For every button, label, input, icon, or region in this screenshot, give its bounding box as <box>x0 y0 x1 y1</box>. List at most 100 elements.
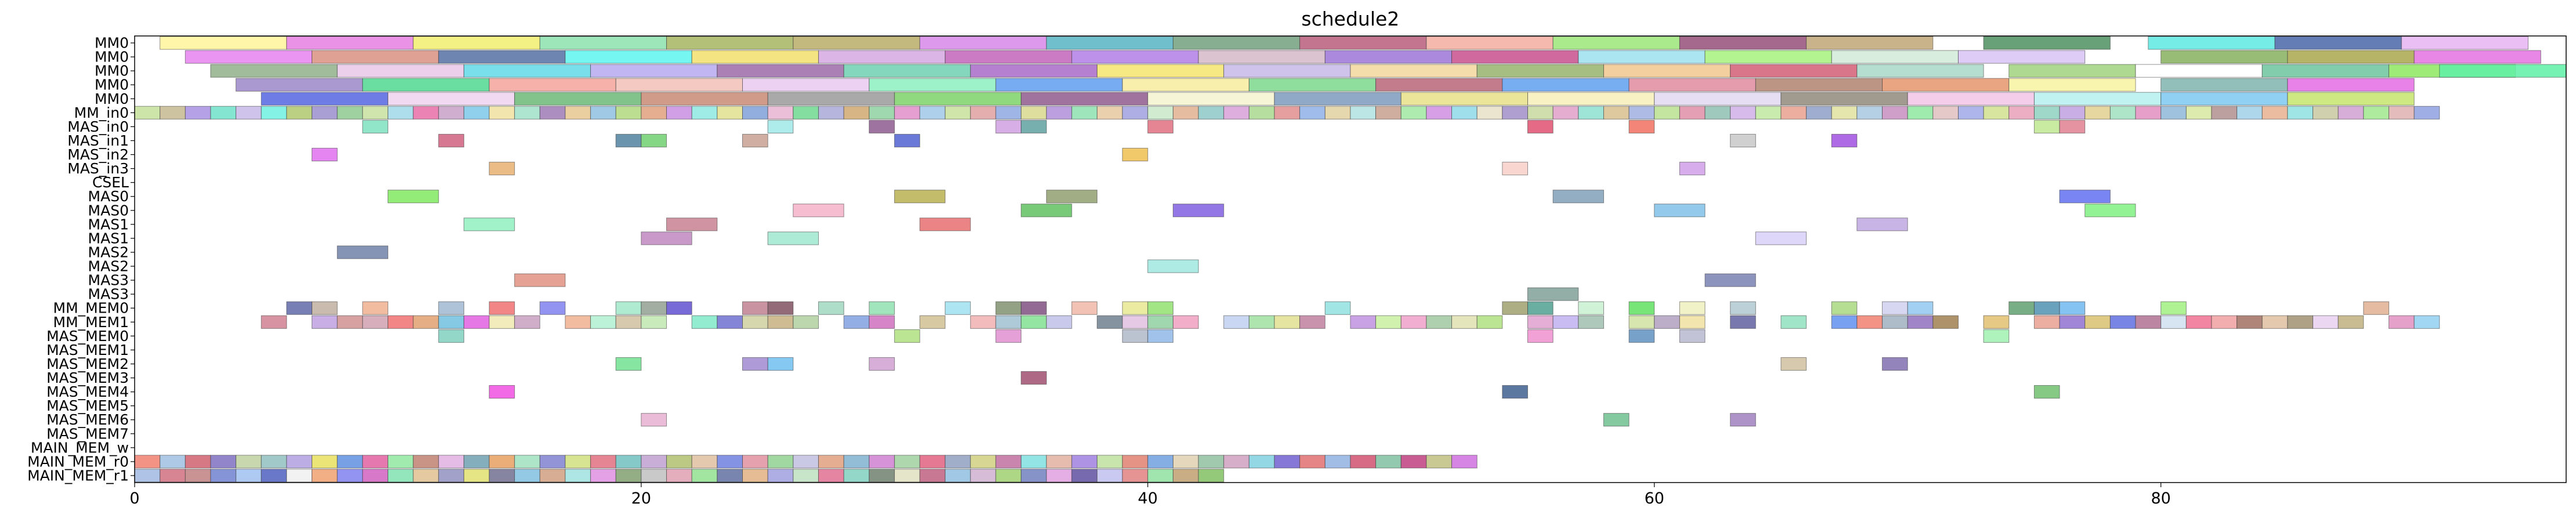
task-bar <box>1780 92 1908 106</box>
task-bar <box>2109 106 2136 119</box>
task-bar <box>919 217 971 231</box>
task-bar <box>1907 92 2035 106</box>
task-bar <box>691 315 718 329</box>
task-bar <box>793 315 819 329</box>
task-bar <box>2160 50 2288 64</box>
row-labels: MM0MM0MM0MM0MM0MM_in0MAS_in0MAS_in1MAS_i… <box>27 35 135 484</box>
task-bar <box>1755 78 1883 92</box>
task-bar <box>387 190 439 204</box>
task-bar <box>261 469 287 483</box>
task-bar <box>1831 106 1858 119</box>
task-bar <box>1097 315 1123 329</box>
task-bar <box>869 106 895 119</box>
task-bar <box>1046 190 1098 204</box>
task-bar <box>2033 385 2060 399</box>
task-bar <box>1097 106 1123 119</box>
task-bar <box>2261 64 2389 78</box>
task-bar <box>1400 455 1427 469</box>
task-bar <box>185 455 211 469</box>
task-bar <box>312 301 338 315</box>
task-bar <box>1679 162 1706 176</box>
task-bar <box>2261 106 2288 119</box>
task-bar <box>970 455 996 469</box>
task-bars <box>134 36 2567 483</box>
task-bar <box>1097 64 1224 78</box>
task-bar <box>717 455 743 469</box>
task-bar <box>2337 315 2364 329</box>
task-bar <box>1704 50 1832 64</box>
row-label: MAIN_MEM_r1 <box>27 467 129 484</box>
row-label: MM0 <box>95 49 129 66</box>
task-bar <box>615 301 642 315</box>
task-bar <box>767 119 794 133</box>
task-bar <box>1248 315 1275 329</box>
task-bar <box>869 119 895 133</box>
task-bar <box>1021 92 1148 106</box>
task-bar <box>1324 455 1351 469</box>
task-bar <box>590 315 616 329</box>
task-bar <box>1248 455 1275 469</box>
task-bar <box>945 106 971 119</box>
task-bar <box>894 469 920 483</box>
task-bar <box>793 455 819 469</box>
task-bar <box>1831 315 1858 329</box>
task-bar <box>1223 315 1249 329</box>
task-bar <box>2287 50 2415 64</box>
task-bar <box>1603 106 1630 119</box>
task-bar <box>489 162 515 176</box>
task-bar <box>1654 106 1680 119</box>
task-bar <box>1730 301 1756 315</box>
task-bar <box>717 64 844 78</box>
row-label: MAS_in3 <box>67 160 129 177</box>
task-bar <box>1324 301 1351 315</box>
task-bar <box>843 64 971 78</box>
task-bar <box>1552 106 1579 119</box>
task-bar <box>1730 64 1858 78</box>
task-bar <box>514 469 540 483</box>
task-bar <box>818 50 946 64</box>
task-bar <box>2185 315 2212 329</box>
task-bar <box>1628 329 1655 343</box>
task-bar <box>160 455 186 469</box>
task-bar <box>1046 36 1173 50</box>
task-bar <box>1198 50 1325 64</box>
task-bar <box>362 119 388 133</box>
task-bar <box>1654 204 1706 217</box>
task-bar <box>1730 133 1756 148</box>
task-bar <box>843 106 870 119</box>
task-bar <box>1856 64 1984 78</box>
row-label: MAS_MEM7 <box>46 425 129 442</box>
task-bar <box>1780 357 1807 371</box>
task-bar <box>641 469 667 483</box>
task-bar <box>970 315 996 329</box>
task-bar <box>793 469 819 483</box>
task-bar <box>1628 119 1655 133</box>
task-bar <box>742 357 768 371</box>
task-bar <box>2008 106 2035 119</box>
row-label: MAS_MEM1 <box>46 342 129 358</box>
task-bar <box>337 469 363 483</box>
task-bar <box>362 301 388 315</box>
task-bar <box>312 469 338 483</box>
task-bar <box>1552 190 1604 204</box>
task-bar <box>2337 106 2364 119</box>
task-bar <box>1578 106 1604 119</box>
task-bar <box>995 106 1022 119</box>
task-bar <box>2033 92 2162 106</box>
task-bar <box>286 469 313 483</box>
task-bar <box>1755 231 1807 245</box>
task-bar <box>995 119 1022 133</box>
task-bar <box>767 315 794 329</box>
row-label: MAS1 <box>88 230 129 246</box>
row-label: MM0 <box>95 35 129 52</box>
task-bar <box>1400 315 1427 329</box>
task-bar <box>387 92 515 106</box>
task-bar <box>1552 36 1680 50</box>
task-bar <box>1856 315 1883 329</box>
task-bar <box>160 36 287 50</box>
row-label: MAS_in1 <box>67 132 129 149</box>
task-bar <box>691 455 718 469</box>
task-bar <box>489 469 515 483</box>
task-bar <box>615 455 642 469</box>
task-bar <box>1578 50 1706 64</box>
